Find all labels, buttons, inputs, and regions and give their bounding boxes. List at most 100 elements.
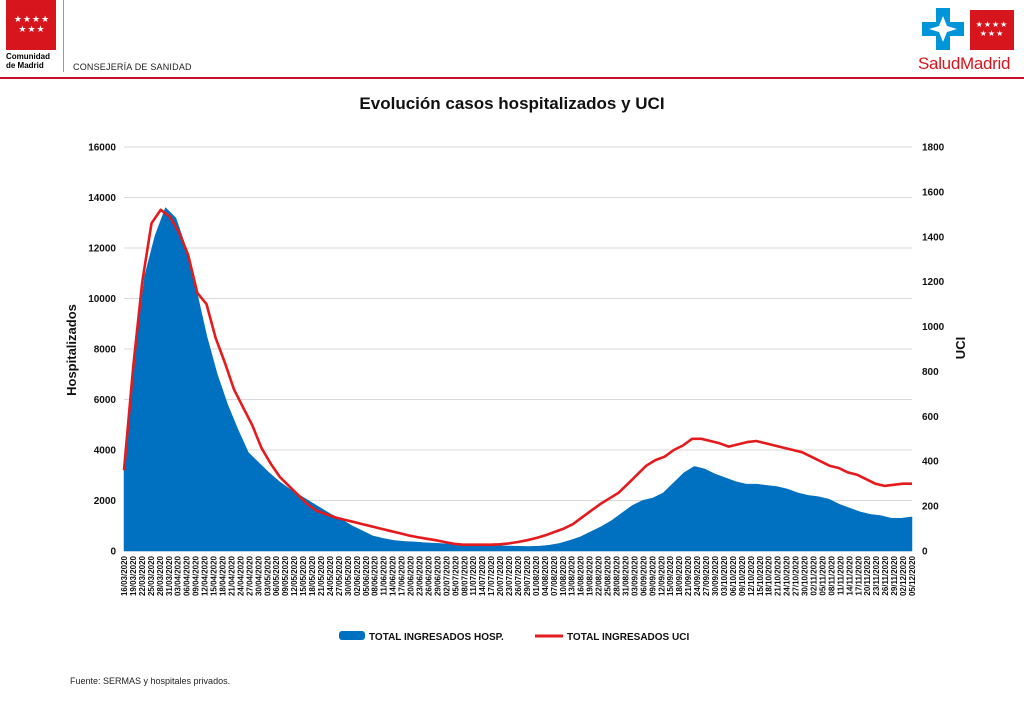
left-tick-label: 10000	[88, 294, 116, 305]
right-tick-label: 1000	[922, 322, 945, 333]
x-tick-label: 31/03/2020	[165, 555, 174, 596]
x-tick-label: 23/11/2020	[872, 555, 881, 595]
x-tick-label: 09/05/2020	[281, 555, 290, 596]
x-tick-label: 08/07/2020	[460, 555, 469, 596]
x-tick-label: 23/06/2020	[416, 555, 425, 596]
x-tick-label: 29/07/2020	[523, 555, 532, 596]
x-tick-label: 22/03/2020	[138, 555, 147, 596]
x-tick-label: 03/10/2020	[720, 555, 729, 596]
x-tick-label: 21/05/2020	[317, 555, 326, 596]
x-tick-label: 24/10/2020	[783, 555, 792, 596]
x-tick-label: 20/07/2020	[496, 555, 505, 596]
right-tick-label: 800	[922, 367, 939, 378]
x-tick-label: 27/04/2020	[245, 555, 254, 596]
x-tick-label: 18/09/2020	[675, 555, 684, 596]
x-tick-label: 03/05/2020	[263, 555, 272, 596]
x-tick-label: 25/08/2020	[604, 555, 613, 596]
x-tick-label: 02/06/2020	[353, 555, 362, 596]
salud-madrid-logo: ★★★★ ★★★ SaludMadrid	[918, 4, 1018, 76]
x-tick-label: 12/04/2020	[201, 555, 210, 596]
x-tick-label: 30/05/2020	[344, 555, 353, 596]
salud-madrid-flag-icon: ★★★★ ★★★	[970, 10, 1014, 50]
x-tick-label: 29/06/2020	[433, 555, 442, 596]
header-divider	[63, 0, 64, 72]
x-tick-label: 24/09/2020	[693, 555, 702, 596]
x-tick-label: 17/06/2020	[398, 555, 407, 596]
x-tick-label: 24/04/2020	[236, 555, 245, 596]
org-name-line1: Comunidad	[6, 52, 50, 61]
right-tick-label: 1200	[922, 277, 945, 288]
x-tick-label: 23/07/2020	[505, 555, 514, 596]
x-tick-label: 28/03/2020	[156, 555, 165, 596]
x-tick-label: 30/10/2020	[801, 555, 810, 596]
left-tick-label: 8000	[94, 345, 117, 356]
uci-line-series	[122, 208, 912, 546]
x-tick-label: 11/11/2020	[836, 555, 845, 595]
x-tick-label: 14/07/2020	[478, 555, 487, 596]
x-tick-label: 06/04/2020	[183, 555, 192, 596]
chart-legend: TOTAL INGRESADOS HOSP. TOTAL INGRESADOS …	[339, 631, 689, 643]
x-tick-label: 26/06/2020	[425, 555, 434, 596]
x-tick-label: 09/04/2020	[192, 555, 201, 596]
legend-swatch-hosp	[339, 631, 365, 640]
x-tick-label: 02/11/2020	[810, 555, 819, 595]
x-tick-label: 15/09/2020	[666, 555, 675, 596]
x-tick-label: 29/11/2020	[890, 555, 899, 595]
x-tick-label: 15/10/2020	[756, 555, 765, 596]
x-tick-label: 28/08/2020	[613, 555, 622, 596]
right-axis-ticks: 0 200 400 600 800 1000 1200 1400 1600 1800	[922, 143, 945, 558]
left-axis-ticks: 0 2000 4000 6000 8000 10000 12000 14000 16000	[88, 143, 116, 558]
department-name: CONSEJERÍA DE SANIDAD	[73, 62, 192, 72]
left-tick-label: 12000	[88, 244, 116, 255]
hospital-area-series	[123, 207, 913, 552]
x-tick-label: 21/04/2020	[228, 555, 237, 596]
left-tick-label: 16000	[88, 143, 116, 154]
x-tick-label: 27/09/2020	[702, 555, 711, 596]
x-tick-label: 01/08/2020	[532, 555, 541, 596]
x-tick-label: 11/07/2020	[469, 555, 478, 595]
x-tick-label: 12/10/2020	[747, 555, 756, 596]
legend-label-uci: TOTAL INGRESADOS UCI	[567, 632, 689, 643]
right-tick-label: 1800	[922, 143, 945, 154]
x-tick-label: 06/10/2020	[729, 555, 738, 596]
logo-stars: ★★★★ ★★★	[13, 14, 51, 34]
x-tick-label: 24/05/2020	[326, 555, 335, 596]
legend-label-hosp: TOTAL INGRESADOS HOSP.	[369, 632, 504, 643]
left-tick-label: 4000	[94, 446, 117, 457]
x-tick-label: 18/04/2020	[219, 555, 228, 596]
x-tick-label: 31/08/2020	[622, 555, 631, 596]
x-tick-label: 09/10/2020	[738, 555, 747, 596]
y-axis-left-label: Hospitalizados	[64, 304, 79, 396]
right-tick-label: 1600	[922, 187, 945, 198]
x-tick-label: 05/11/2020	[819, 555, 828, 595]
x-tick-label: 05/12/2020	[908, 555, 917, 596]
x-tick-label: 02/12/2020	[899, 555, 908, 596]
x-tick-label: 14/11/2020	[845, 555, 854, 595]
x-tick-label: 21/09/2020	[684, 555, 693, 596]
x-tick-label: 15/05/2020	[299, 555, 308, 596]
x-tick-label: 20/11/2020	[863, 555, 872, 595]
uci-line	[122, 208, 912, 546]
x-tick-label: 10/08/2020	[559, 555, 568, 596]
x-tick-label: 14/06/2020	[389, 555, 398, 596]
x-axis-ticks: 16/03/2020 19/03/2020 22/03/2020 25/03/2020…	[120, 555, 917, 596]
x-tick-label: 06/05/2020	[272, 555, 281, 596]
right-tick-label: 200	[922, 502, 939, 513]
x-tick-label: 27/10/2020	[792, 555, 801, 596]
x-tick-label: 25/03/2020	[147, 555, 156, 596]
x-tick-label: 05/06/2020	[362, 555, 371, 596]
comunidad-madrid-flag-icon: ★★★★ ★★★	[6, 0, 56, 50]
x-tick-label: 26/07/2020	[514, 555, 523, 596]
x-tick-label: 30/09/2020	[711, 555, 720, 596]
x-tick-label: 04/08/2020	[541, 555, 550, 596]
salud-madrid-wordmark: SaludMadrid	[918, 54, 1011, 73]
x-tick-label: 13/08/2020	[568, 555, 577, 596]
x-tick-label: 27/05/2020	[335, 555, 344, 596]
x-tick-label: 05/07/2020	[451, 555, 460, 596]
x-tick-label: 18/05/2020	[308, 555, 317, 596]
chart-title: Evolución casos hospitalizados y UCI	[359, 94, 665, 113]
left-tick-label: 6000	[94, 395, 117, 406]
x-tick-label: 12/09/2020	[657, 555, 666, 596]
x-tick-label: 16/03/2020	[120, 555, 129, 596]
